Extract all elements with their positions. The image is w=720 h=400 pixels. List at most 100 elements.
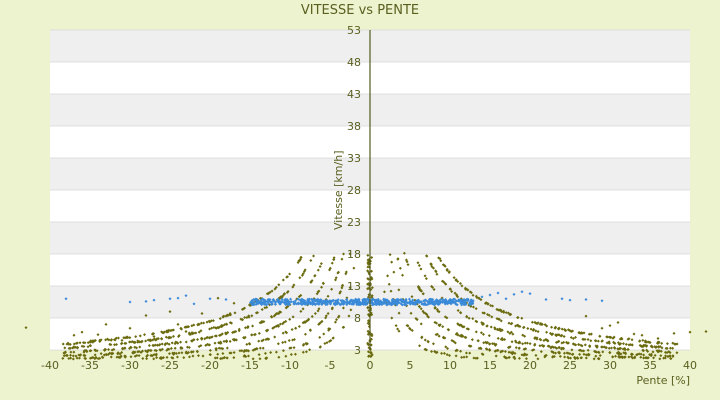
- olive-point: [137, 354, 141, 358]
- y-axis-label: Vitesse [km/h]: [332, 151, 345, 231]
- olive-point: [623, 355, 627, 359]
- olive-point: [146, 353, 150, 357]
- olive-point: [213, 356, 217, 360]
- olive-point: [579, 356, 583, 360]
- olive-point: [71, 354, 75, 358]
- olive-point: [330, 306, 334, 310]
- olive-point: [468, 351, 472, 355]
- olive-point: [409, 311, 413, 315]
- olive-point: [243, 315, 247, 319]
- olive-point: [419, 307, 423, 311]
- olive-point: [494, 349, 498, 353]
- olive-point: [472, 356, 476, 360]
- olive-point: [263, 351, 267, 355]
- olive-point: [508, 345, 512, 349]
- olive-point: [550, 350, 554, 354]
- olive-point: [437, 334, 441, 338]
- olive-point: [508, 331, 512, 335]
- olive-point: [454, 354, 458, 358]
- blue-point: [176, 296, 180, 300]
- olive-point: [61, 342, 65, 346]
- olive-point: [84, 348, 88, 352]
- olive-point: [258, 321, 262, 325]
- olive-point: [168, 310, 172, 314]
- olive-point: [167, 352, 171, 356]
- olive-point: [214, 348, 218, 352]
- olive-point: [570, 348, 574, 352]
- olive-point: [560, 333, 564, 337]
- blue-point: [304, 302, 308, 306]
- olive-point: [507, 321, 511, 325]
- x-tick-label: 20: [523, 359, 537, 372]
- olive-point: [228, 339, 232, 343]
- olive-point: [310, 314, 314, 318]
- olive-point: [208, 327, 212, 331]
- olive-point: [370, 353, 374, 357]
- olive-point: [276, 342, 280, 346]
- olive-point: [595, 350, 599, 354]
- olive-point: [312, 254, 316, 258]
- olive-point: [199, 329, 203, 333]
- olive-point: [237, 327, 241, 331]
- olive-point: [511, 332, 515, 336]
- olive-point: [179, 340, 183, 344]
- blue-point: [342, 299, 346, 303]
- blue-point: [460, 301, 464, 305]
- blue-point: [401, 300, 405, 304]
- olive-point: [187, 331, 191, 335]
- olive-point: [573, 356, 577, 360]
- olive-point: [586, 348, 590, 352]
- y-tick-label: 13: [347, 280, 361, 293]
- olive-point: [665, 346, 669, 350]
- olive-point: [569, 356, 573, 360]
- olive-point: [486, 312, 490, 316]
- olive-point: [165, 348, 169, 352]
- olive-point: [467, 316, 471, 320]
- olive-point: [485, 324, 489, 328]
- olive-point: [474, 356, 478, 360]
- olive-point: [607, 346, 611, 350]
- olive-point: [509, 350, 513, 354]
- olive-point: [459, 333, 463, 337]
- olive-point: [533, 320, 537, 324]
- olive-point: [330, 261, 334, 265]
- blue-point: [377, 303, 381, 307]
- olive-point: [437, 256, 441, 260]
- x-tick-label: 0: [367, 359, 374, 372]
- olive-point: [99, 338, 103, 342]
- olive-point: [72, 345, 76, 349]
- blue-point: [488, 293, 492, 297]
- blue-point: [311, 301, 315, 305]
- olive-point: [526, 327, 530, 331]
- olive-point: [517, 356, 521, 360]
- olive-point: [246, 354, 250, 358]
- olive-point: [258, 346, 262, 350]
- blue-point: [354, 300, 358, 304]
- olive-point: [471, 293, 475, 297]
- olive-point: [149, 338, 153, 342]
- olive-point: [657, 345, 661, 349]
- olive-point: [635, 353, 639, 357]
- blue-point: [325, 299, 329, 303]
- blue-point: [300, 299, 304, 303]
- olive-point: [129, 355, 133, 359]
- olive-point: [624, 342, 628, 346]
- olive-point: [663, 350, 667, 354]
- olive-point: [243, 335, 247, 339]
- blue-point: [296, 301, 300, 305]
- olive-point: [471, 305, 475, 309]
- olive-point: [320, 285, 324, 289]
- olive-point: [704, 329, 708, 333]
- olive-point: [366, 269, 370, 273]
- olive-point: [499, 337, 503, 341]
- olive-point: [569, 336, 573, 340]
- olive-point: [255, 347, 259, 351]
- olive-point: [318, 345, 322, 349]
- olive-point: [654, 346, 658, 350]
- olive-point: [262, 320, 266, 324]
- olive-point: [587, 332, 591, 336]
- olive-point: [233, 311, 237, 315]
- olive-point: [160, 342, 164, 346]
- blue-point: [600, 299, 604, 303]
- olive-point: [550, 325, 554, 329]
